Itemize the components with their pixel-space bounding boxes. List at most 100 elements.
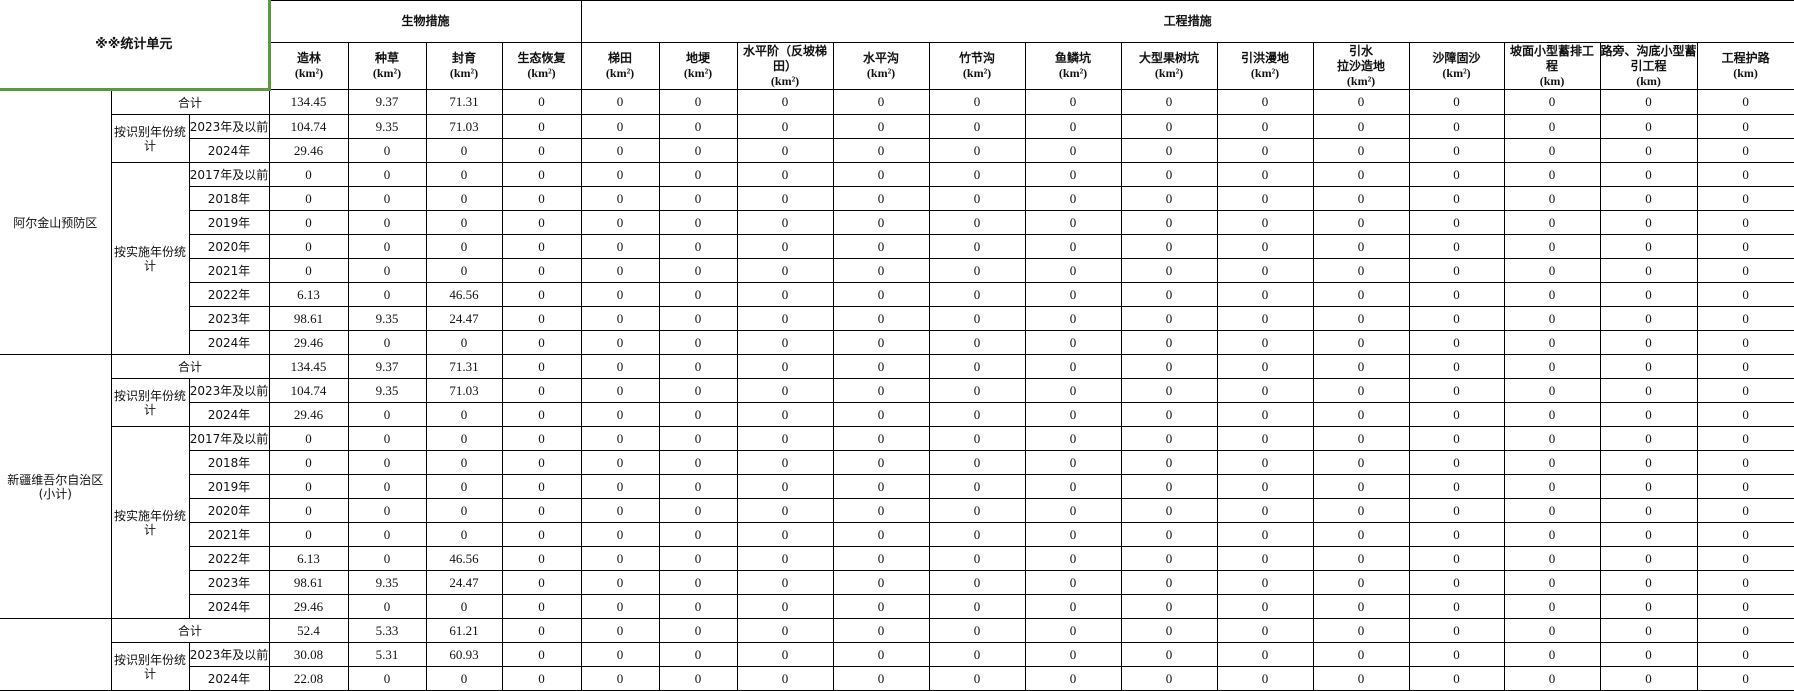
value-cell[interactable]: 6.13 <box>268 282 349 307</box>
value-cell[interactable]: 0 <box>928 450 1026 475</box>
value-cell[interactable]: 46.56 <box>425 546 503 571</box>
value-cell[interactable]: 0 <box>1216 186 1314 211</box>
value-cell[interactable]: 0 <box>501 186 582 211</box>
value-cell[interactable]: 0 <box>832 258 930 283</box>
value-cell[interactable]: 0 <box>501 546 582 571</box>
value-cell[interactable]: 0 <box>1599 162 1698 187</box>
value-cell[interactable]: 0 <box>832 210 930 235</box>
value-cell[interactable]: 0 <box>658 402 738 427</box>
value-cell[interactable]: 0 <box>580 114 660 139</box>
value-cell[interactable]: 0 <box>1503 138 1601 163</box>
value-cell[interactable]: 0 <box>1216 138 1314 163</box>
value-cell[interactable]: 0 <box>1216 89 1314 115</box>
column-header[interactable]: 水平沟 (km²) <box>832 42 930 90</box>
value-cell[interactable]: 0 <box>347 426 427 451</box>
value-cell[interactable]: 0 <box>1408 666 1505 691</box>
value-cell[interactable]: 0 <box>928 378 1026 403</box>
value-cell[interactable]: 0 <box>501 282 582 307</box>
column-header[interactable]: 封育 (km²) <box>425 42 503 90</box>
value-cell[interactable]: 0 <box>1120 306 1218 331</box>
section-label-cell[interactable]: 按识别年份统计 <box>110 378 190 427</box>
value-cell[interactable]: 0 <box>832 546 930 571</box>
value-cell[interactable]: 24.47 <box>425 306 503 331</box>
value-cell[interactable]: 0 <box>268 162 349 187</box>
value-cell[interactable]: 0 <box>736 210 834 235</box>
value-cell[interactable]: 0 <box>501 354 582 379</box>
value-cell[interactable]: 0 <box>658 642 738 667</box>
value-cell[interactable]: 0 <box>928 522 1026 547</box>
value-cell[interactable]: 0 <box>1503 618 1601 643</box>
statistics-unit-header-cell[interactable]: ※※统计单元 <box>0 0 271 91</box>
value-cell[interactable]: 0 <box>1503 258 1601 283</box>
column-header[interactable]: 引水 拉沙造地 (km²) <box>1312 42 1410 90</box>
value-cell[interactable]: 0 <box>580 162 660 187</box>
value-cell[interactable]: 0 <box>501 570 582 595</box>
value-cell[interactable]: 0 <box>736 498 834 523</box>
value-cell[interactable]: 0 <box>832 474 930 499</box>
value-cell[interactable]: 0 <box>832 162 930 187</box>
value-cell[interactable]: 0 <box>501 450 582 475</box>
value-cell[interactable]: 0 <box>1408 186 1505 211</box>
value-cell[interactable]: 0 <box>1216 474 1314 499</box>
value-cell[interactable]: 0 <box>1503 330 1601 355</box>
value-cell[interactable]: 0 <box>658 474 738 499</box>
value-cell[interactable]: 0 <box>658 666 738 691</box>
value-cell[interactable]: 0 <box>1599 114 1698 139</box>
column-header[interactable]: 鱼鳞坑 (km²) <box>1024 42 1122 90</box>
value-cell[interactable]: 0 <box>1599 450 1698 475</box>
value-cell[interactable]: 0 <box>832 282 930 307</box>
year-label-cell[interactable]: 2021年 <box>188 258 270 283</box>
value-cell[interactable]: 60.93 <box>425 642 503 667</box>
value-cell[interactable]: 0 <box>832 450 930 475</box>
value-cell[interactable]: 0 <box>268 498 349 523</box>
value-cell[interactable]: 0 <box>1599 282 1698 307</box>
value-cell[interactable]: 0 <box>425 426 503 451</box>
value-cell[interactable]: 0 <box>1120 89 1218 115</box>
year-label-cell[interactable]: 2023年及以前 <box>188 642 270 667</box>
value-cell[interactable]: 0 <box>501 330 582 355</box>
value-cell[interactable]: 0 <box>1024 522 1122 547</box>
value-cell[interactable]: 0 <box>501 618 582 643</box>
value-cell[interactable]: 134.45 <box>268 354 349 379</box>
value-cell[interactable]: 0 <box>1408 138 1505 163</box>
value-cell[interactable]: 0 <box>268 258 349 283</box>
value-cell[interactable]: 0 <box>1503 450 1601 475</box>
column-header[interactable]: 大型果树坑 (km²) <box>1120 42 1218 90</box>
year-label-cell[interactable]: 2024年 <box>188 138 270 163</box>
value-cell[interactable]: 0 <box>736 162 834 187</box>
value-cell[interactable]: 0 <box>347 138 427 163</box>
value-cell[interactable]: 0 <box>928 354 1026 379</box>
value-cell[interactable]: 0 <box>425 594 503 619</box>
year-label-cell[interactable]: 2024年 <box>188 402 270 427</box>
value-cell[interactable]: 0 <box>1696 114 1794 139</box>
value-cell[interactable]: 0 <box>1216 282 1314 307</box>
value-cell[interactable]: 0 <box>1024 618 1122 643</box>
value-cell[interactable]: 0 <box>1503 522 1601 547</box>
value-cell[interactable]: 0 <box>1024 354 1122 379</box>
value-cell[interactable]: 0 <box>1599 402 1698 427</box>
value-cell[interactable]: 0 <box>501 666 582 691</box>
value-cell[interactable]: 0 <box>928 330 1026 355</box>
value-cell[interactable]: 0 <box>1408 474 1505 499</box>
value-cell[interactable]: 9.37 <box>347 354 427 379</box>
value-cell[interactable]: 0 <box>1216 162 1314 187</box>
value-cell[interactable]: 0 <box>928 426 1026 451</box>
value-cell[interactable]: 0 <box>580 498 660 523</box>
value-cell[interactable]: 0 <box>1503 89 1601 115</box>
value-cell[interactable]: 0 <box>1216 330 1314 355</box>
value-cell[interactable]: 0 <box>1024 474 1122 499</box>
value-cell[interactable]: 0 <box>928 162 1026 187</box>
value-cell[interactable]: 0 <box>736 426 834 451</box>
value-cell[interactable]: 0 <box>1696 330 1794 355</box>
value-cell[interactable]: 0 <box>928 210 1026 235</box>
section-label-cell[interactable]: 按识别年份统计 <box>110 114 190 163</box>
value-cell[interactable]: 0 <box>928 186 1026 211</box>
value-cell[interactable]: 0 <box>1503 594 1601 619</box>
value-cell[interactable]: 0 <box>1024 642 1122 667</box>
value-cell[interactable]: 98.61 <box>268 306 349 331</box>
year-label-cell[interactable]: 2019年 <box>188 210 270 235</box>
value-cell[interactable]: 0 <box>1216 666 1314 691</box>
value-cell[interactable]: 0 <box>1408 618 1505 643</box>
value-cell[interactable]: 0 <box>1599 210 1698 235</box>
value-cell[interactable]: 0 <box>347 282 427 307</box>
